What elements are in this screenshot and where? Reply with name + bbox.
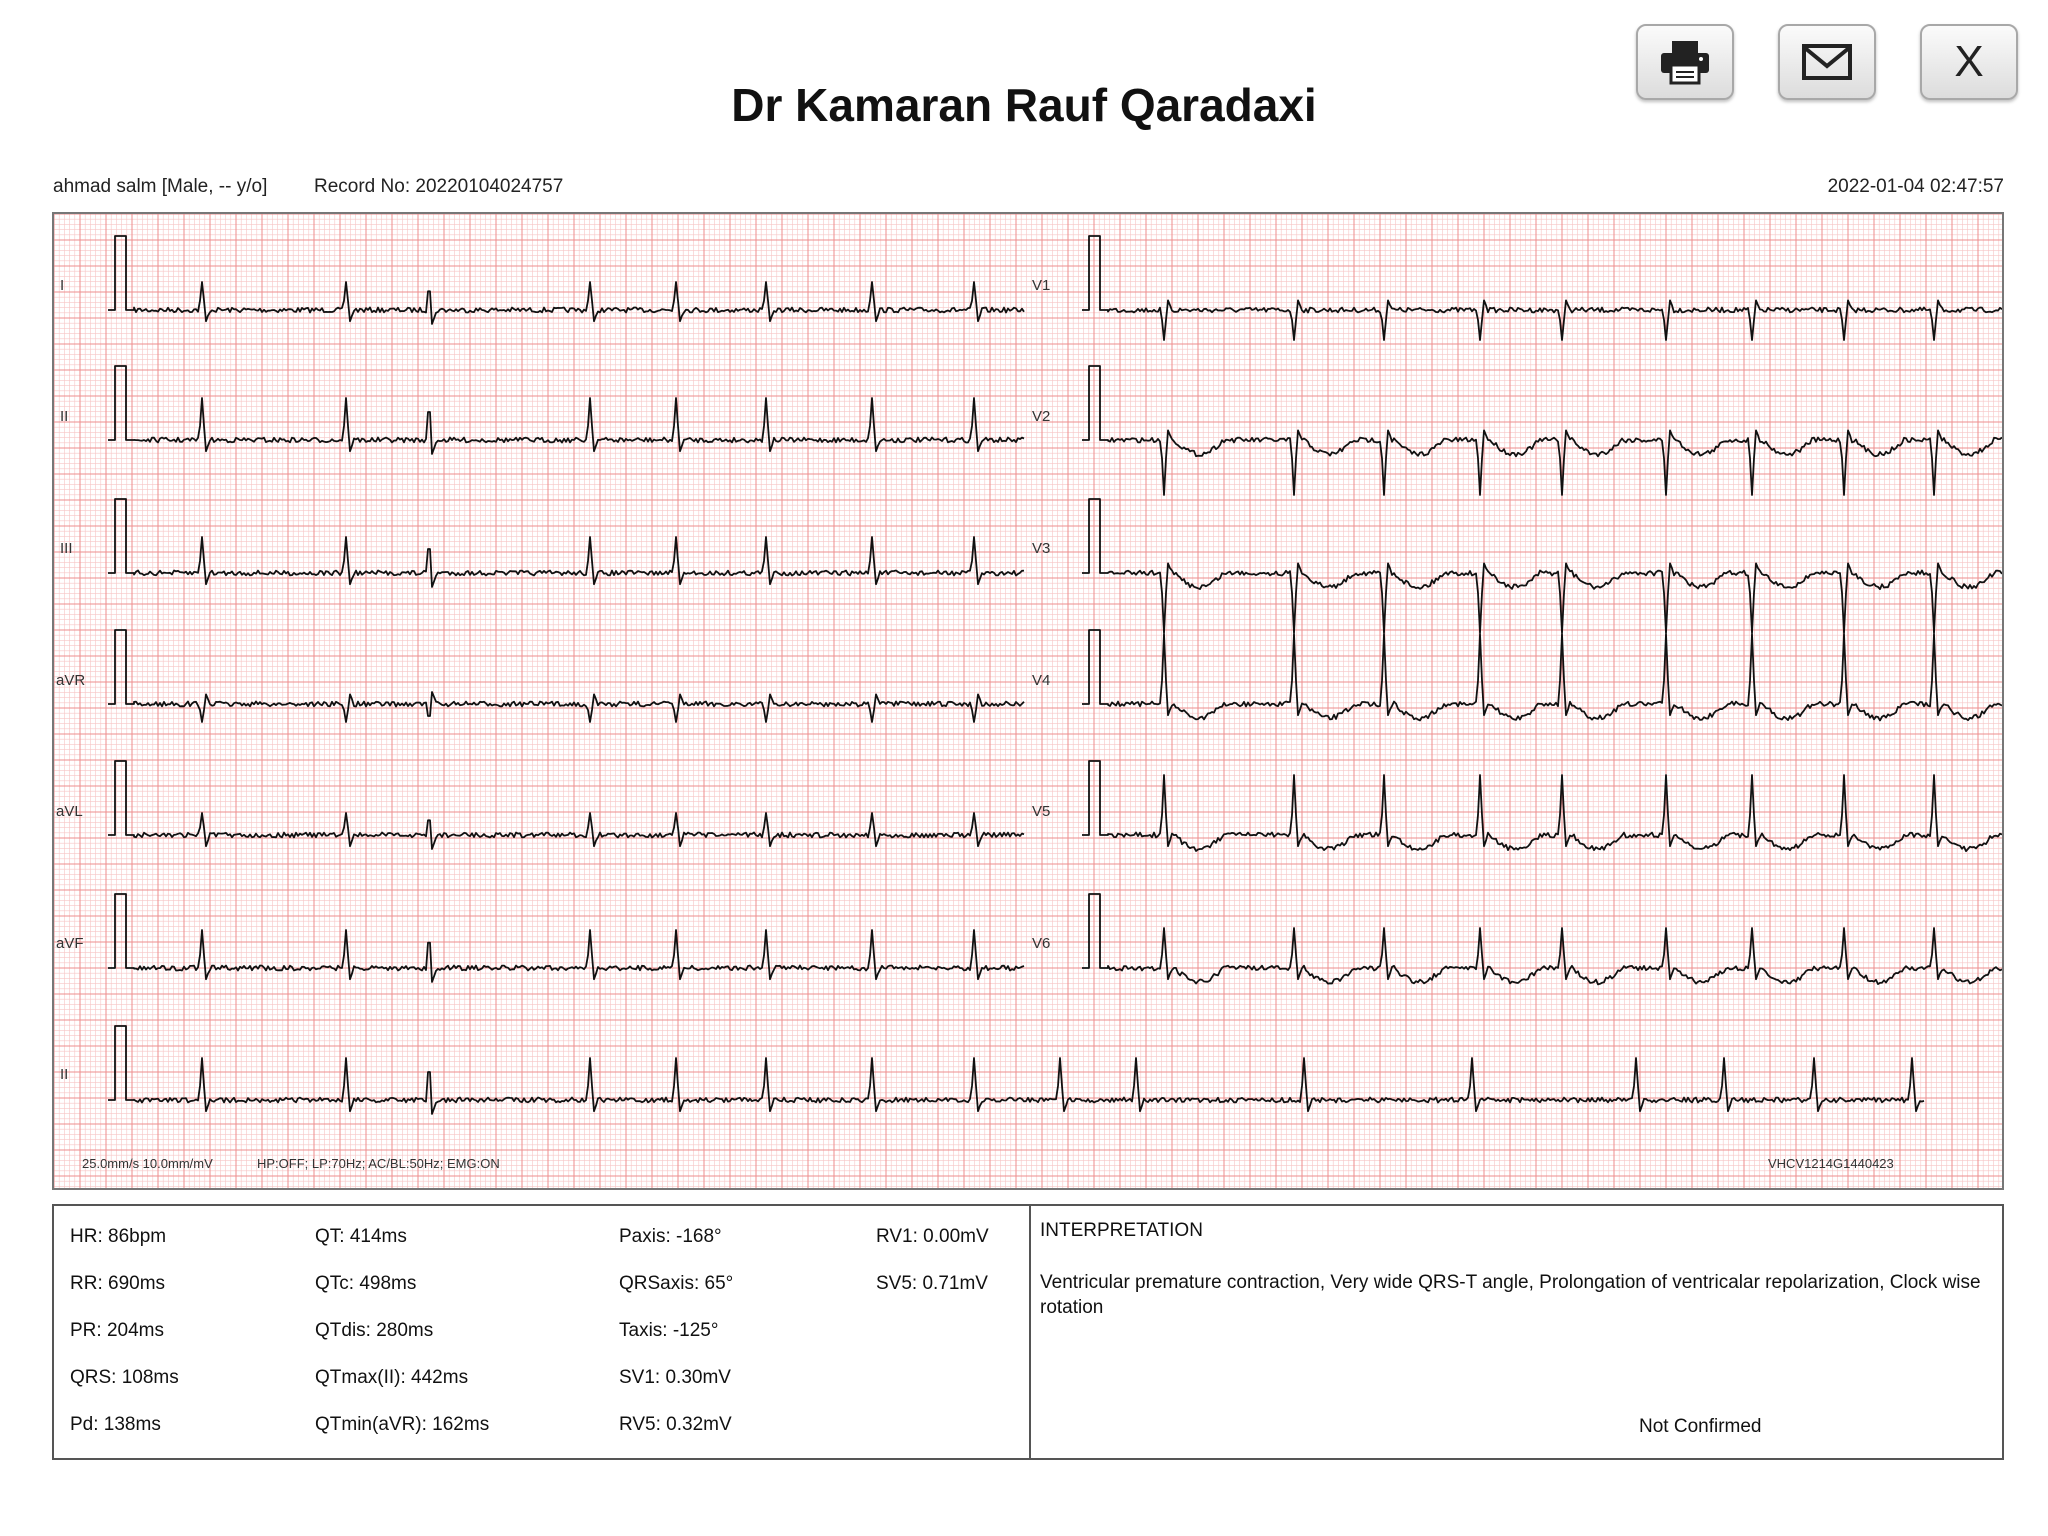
- record-datetime: 2022-01-04 02:47:57: [1827, 176, 2004, 197]
- device-id: VHCV1214G1440423: [1768, 1156, 1894, 1171]
- hr-value: HR: 86bpm: [70, 1226, 167, 1247]
- trace-V6: [1082, 893, 2002, 986]
- lead-label-V3: V3: [1032, 540, 1051, 557]
- rv1-value: RV1: 0.00mV: [876, 1226, 989, 1247]
- record-number: Record No: 20220104024757: [314, 176, 564, 197]
- lead-label-III: III: [60, 540, 73, 557]
- rr-value: RR: 690ms: [70, 1273, 166, 1294]
- interpretation-heading: INTERPRETATION: [1040, 1220, 1203, 1241]
- email-button[interactable]: [1778, 24, 1876, 100]
- lead-label-V4: V4: [1032, 672, 1051, 689]
- ecg-minor-grid: [54, 214, 2002, 1188]
- lead-label-aVR: aVR: [56, 672, 86, 689]
- trace-aVR: [108, 629, 1025, 723]
- trace-aVF: [108, 893, 1025, 983]
- trace-aVL: [108, 760, 1025, 850]
- ecg-filter-settings: HP:OFF; LP:70Hz; AC/BL:50Hz; EMG:ON: [257, 1156, 500, 1171]
- trace-V5: [1082, 760, 2002, 853]
- qtc-value: QTc: 498ms: [315, 1273, 417, 1294]
- trace-V1: [1082, 235, 2002, 341]
- lead-label-V1: V1: [1032, 277, 1051, 294]
- ecg-major-grid: [54, 214, 2002, 1188]
- lead-label-aVF: aVF: [56, 935, 84, 952]
- interpretation-text: Ventricular premature contraction, Very …: [1040, 1272, 1981, 1318]
- qtmax-value: QTmax(II): 442ms: [315, 1367, 469, 1388]
- rv5-value: RV5: 0.32mV: [619, 1414, 732, 1435]
- ecg-paper: I II III aVR aVL aVF V1 V2 V3 V4 V5 V6 I…: [52, 212, 2004, 1190]
- ecg-grid-and-traces: [54, 214, 2002, 1188]
- lead-label-aVL: aVL: [56, 803, 83, 820]
- printer-icon: [1661, 41, 1709, 85]
- pr-value: PR: 204ms: [70, 1320, 164, 1341]
- trace-rhythm-II: [108, 1025, 1925, 1115]
- patient-info: ahmad salm [Male, -- y/o]: [53, 176, 268, 197]
- trace-V2: [1082, 365, 2002, 496]
- lead-label-V6: V6: [1032, 935, 1051, 952]
- panel-divider: [1029, 1206, 1031, 1458]
- envelope-icon: [1802, 44, 1852, 80]
- paxis-value: Paxis: -168°: [619, 1226, 722, 1247]
- lead-label-V2: V2: [1032, 408, 1051, 425]
- confirmation-status: Not Confirmed: [1639, 1416, 1762, 1437]
- page-title: Dr Kamaran Rauf Qaradaxi: [731, 79, 1317, 131]
- trace-II: [108, 365, 1025, 455]
- trace-V4: [1082, 629, 2002, 722]
- measurement-panel: HR: 86bpm RR: 690ms PR: 204ms QRS: 108ms…: [52, 1204, 2004, 1460]
- close-icon: X: [1954, 37, 1984, 86]
- pd-value: Pd: 138ms: [70, 1414, 161, 1435]
- print-button[interactable]: [1636, 24, 1734, 100]
- trace-III: [108, 498, 1025, 588]
- lead-label-V5: V5: [1032, 803, 1051, 820]
- taxis-value: Taxis: -125°: [619, 1320, 719, 1341]
- sv1-value: SV1: 0.30mV: [619, 1367, 731, 1388]
- lead-label-rhythm-II: II: [60, 1066, 69, 1083]
- qt-value: QT: 414ms: [315, 1226, 407, 1247]
- trace-V3: [1082, 498, 2002, 634]
- ecg-speed-gain: 25.0mm/s 10.0mm/mV: [82, 1156, 213, 1171]
- sv5-value: SV5: 0.71mV: [876, 1273, 988, 1294]
- qtmin-value: QTmin(aVR): 162ms: [315, 1414, 490, 1435]
- trace-I: [108, 235, 1025, 325]
- qrsaxis-value: QRSaxis: 65°: [619, 1273, 734, 1294]
- lead-label-I: I: [60, 277, 65, 294]
- close-button[interactable]: X: [1920, 24, 2018, 100]
- qrs-value: QRS: 108ms: [70, 1367, 179, 1388]
- lead-label-II: II: [60, 408, 69, 425]
- qtdis-value: QTdis: 280ms: [315, 1320, 434, 1341]
